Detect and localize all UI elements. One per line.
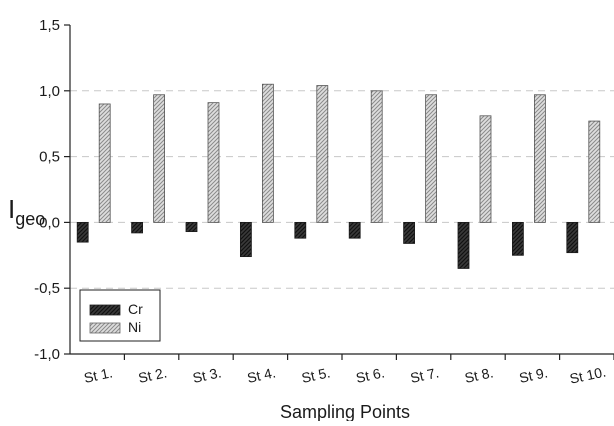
bar-ni-10: [588, 120, 601, 223]
y-axis-label-main: I: [8, 194, 15, 224]
y-tick-label: -0,5: [34, 280, 60, 297]
y-tick-label: 1,0: [39, 83, 60, 100]
bar-cr-9: [512, 221, 524, 256]
x-tick-label: St 2.: [137, 364, 168, 386]
y-axis-label: Igeo: [8, 194, 45, 229]
bar-ni-2: [153, 94, 166, 223]
bar-ni-6: [370, 90, 383, 223]
bar-cr-5: [294, 221, 307, 239]
y-tick-label: 0,0: [39, 214, 60, 231]
bar-cr-1: [76, 221, 89, 243]
x-tick-label: St 9.: [518, 364, 549, 386]
legend-label-ni: Ni: [128, 319, 141, 335]
bar-cr-7: [403, 221, 416, 244]
x-tick-label: St 1.: [82, 364, 113, 386]
bar-cr-2: [131, 221, 144, 234]
y-tick-label: 1,5: [39, 17, 60, 34]
legend-swatch-ni: [89, 322, 121, 334]
bar-ni-7: [425, 94, 438, 223]
bar-ni-1: [98, 103, 111, 223]
x-tick-label: St 3.: [191, 364, 222, 386]
bar-ni-8: [479, 115, 492, 223]
bar-cr-4: [239, 221, 252, 258]
axes: [64, 24, 614, 360]
bars: [76, 83, 601, 269]
bar-ni-9: [534, 94, 546, 223]
legend: Cr Ni: [79, 289, 161, 342]
y-axis-label-sub: geo: [15, 209, 45, 229]
bar-cr-3: [185, 221, 198, 233]
y-tick-labels: -1,0 -0,5 0,0 0,5 1,0 1,5: [34, 17, 60, 363]
legend-label-cr: Cr: [128, 301, 143, 317]
x-axis-label: Sampling Points: [280, 402, 410, 421]
bar-cr-6: [348, 221, 361, 239]
x-tick-label: St 6.: [354, 364, 385, 386]
bar-ni-4: [261, 83, 274, 223]
bar-cr-8: [457, 221, 470, 269]
legend-swatch-cr: [89, 304, 121, 316]
y-tick-label: 0,5: [39, 149, 60, 166]
bar-ni-3: [207, 102, 220, 223]
x-tick-label: St 7.: [409, 364, 440, 386]
x-tick-labels: St 1. St 2. St 3. St 4. St 5. St 6. St 7. St 8.…: [82, 363, 607, 386]
x-tick-label: St 4.: [246, 364, 277, 386]
bar-cr-10: [566, 221, 579, 254]
x-tick-label: St 5.: [300, 364, 331, 386]
gridlines: [70, 90, 614, 289]
y-tick-label: -1,0: [34, 346, 60, 363]
x-tick-label: St 10.: [568, 363, 607, 386]
bar-ni-5: [316, 85, 329, 223]
x-tick-label: St 8.: [463, 364, 494, 386]
